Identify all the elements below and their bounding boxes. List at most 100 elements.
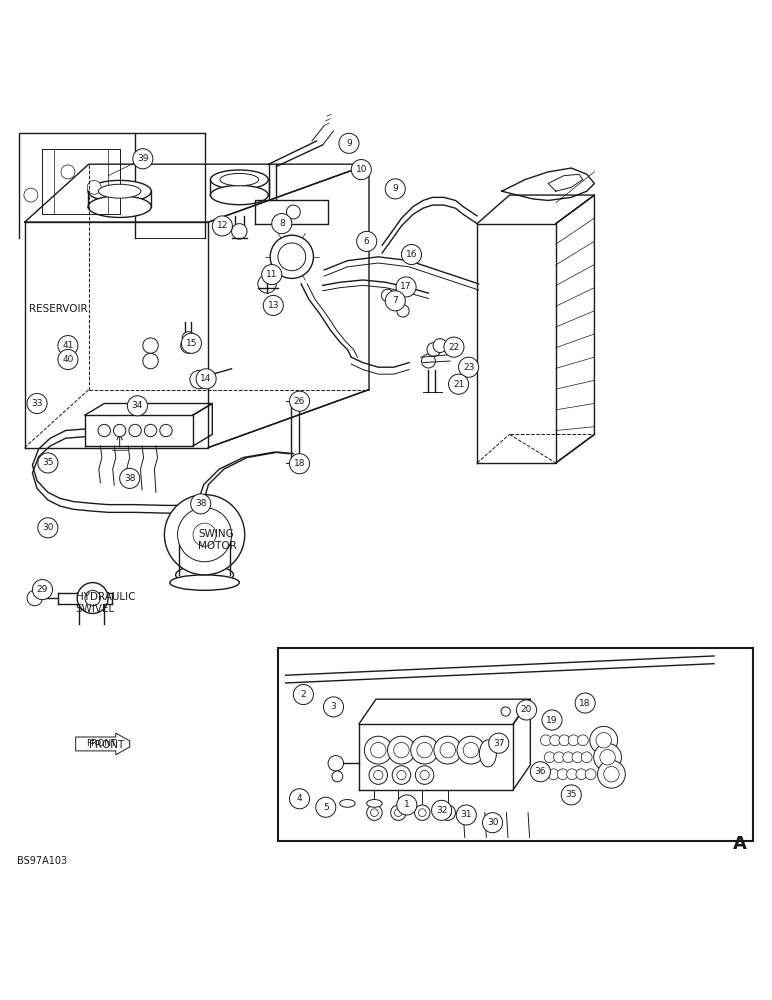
Circle shape: [440, 805, 455, 820]
Text: 30: 30: [487, 818, 498, 827]
Text: 21: 21: [453, 380, 464, 389]
Circle shape: [351, 160, 371, 180]
Text: 9: 9: [392, 184, 398, 193]
Circle shape: [371, 809, 378, 817]
Text: 37: 37: [493, 739, 504, 748]
Circle shape: [263, 295, 283, 315]
Circle shape: [85, 590, 100, 606]
Circle shape: [581, 752, 592, 763]
Circle shape: [590, 726, 618, 754]
Circle shape: [133, 149, 153, 169]
Text: 20: 20: [521, 705, 532, 714]
Circle shape: [87, 180, 101, 194]
Circle shape: [38, 518, 58, 538]
Text: 32: 32: [436, 806, 447, 815]
Text: 4: 4: [296, 794, 303, 803]
Circle shape: [388, 736, 415, 764]
Text: 3: 3: [330, 702, 337, 711]
Text: FRONT: FRONT: [89, 740, 124, 750]
Circle shape: [596, 733, 611, 748]
Text: A: A: [733, 835, 747, 853]
Ellipse shape: [220, 173, 259, 186]
Circle shape: [129, 424, 141, 437]
Circle shape: [489, 733, 509, 753]
Circle shape: [113, 424, 126, 437]
Circle shape: [143, 353, 158, 369]
Polygon shape: [76, 733, 130, 755]
Text: 15: 15: [186, 339, 197, 348]
Text: 39: 39: [137, 154, 148, 163]
Circle shape: [585, 769, 596, 780]
Circle shape: [396, 277, 416, 297]
Text: BS97A103: BS97A103: [17, 856, 67, 866]
Circle shape: [540, 735, 551, 746]
Circle shape: [24, 188, 38, 202]
Circle shape: [286, 205, 300, 219]
Circle shape: [594, 743, 621, 771]
Circle shape: [394, 809, 402, 817]
Circle shape: [501, 707, 510, 716]
Circle shape: [339, 133, 359, 153]
Text: FRONT: FRONT: [86, 739, 117, 748]
Circle shape: [328, 756, 344, 771]
Circle shape: [417, 742, 432, 758]
Ellipse shape: [210, 185, 269, 205]
Circle shape: [120, 468, 140, 488]
Circle shape: [381, 289, 394, 302]
Circle shape: [190, 370, 208, 389]
Circle shape: [434, 736, 462, 764]
Text: 36: 36: [535, 767, 546, 776]
Text: 6: 6: [364, 237, 370, 246]
Circle shape: [258, 275, 276, 293]
Circle shape: [394, 742, 409, 758]
Text: 33: 33: [32, 399, 42, 408]
Circle shape: [191, 494, 211, 514]
Circle shape: [577, 735, 588, 746]
Ellipse shape: [340, 800, 355, 807]
Circle shape: [459, 357, 479, 377]
Circle shape: [397, 305, 409, 317]
Circle shape: [272, 214, 292, 234]
Circle shape: [212, 216, 232, 236]
Text: 23: 23: [463, 363, 474, 372]
Circle shape: [278, 243, 306, 271]
Text: 2: 2: [300, 690, 306, 699]
Circle shape: [160, 424, 172, 437]
Circle shape: [374, 770, 383, 780]
Text: 5: 5: [323, 803, 329, 812]
Circle shape: [420, 770, 429, 780]
Text: 9: 9: [346, 139, 352, 148]
Circle shape: [290, 391, 310, 411]
Ellipse shape: [210, 170, 269, 189]
Circle shape: [433, 339, 447, 353]
Text: HYDRAULIC: HYDRAULIC: [76, 591, 135, 601]
Text: 8: 8: [279, 219, 285, 228]
Circle shape: [367, 805, 382, 820]
Ellipse shape: [176, 565, 233, 585]
Circle shape: [559, 735, 570, 746]
Circle shape: [548, 769, 559, 780]
Circle shape: [32, 580, 52, 600]
Circle shape: [58, 336, 78, 356]
Text: 35: 35: [566, 790, 577, 799]
Circle shape: [262, 265, 282, 285]
Circle shape: [290, 454, 310, 474]
Circle shape: [576, 769, 587, 780]
Circle shape: [178, 508, 232, 562]
Text: 11: 11: [266, 270, 277, 279]
Circle shape: [530, 762, 550, 782]
Circle shape: [427, 343, 441, 356]
Circle shape: [316, 797, 336, 817]
Text: 35: 35: [42, 458, 53, 467]
Circle shape: [411, 736, 438, 764]
Circle shape: [444, 809, 452, 817]
Circle shape: [563, 752, 574, 763]
Text: 13: 13: [268, 301, 279, 310]
Circle shape: [392, 766, 411, 784]
Circle shape: [572, 752, 583, 763]
Text: 12: 12: [217, 221, 228, 230]
Circle shape: [432, 800, 452, 820]
Circle shape: [561, 785, 581, 805]
Circle shape: [232, 224, 247, 239]
Text: 26: 26: [294, 397, 305, 406]
